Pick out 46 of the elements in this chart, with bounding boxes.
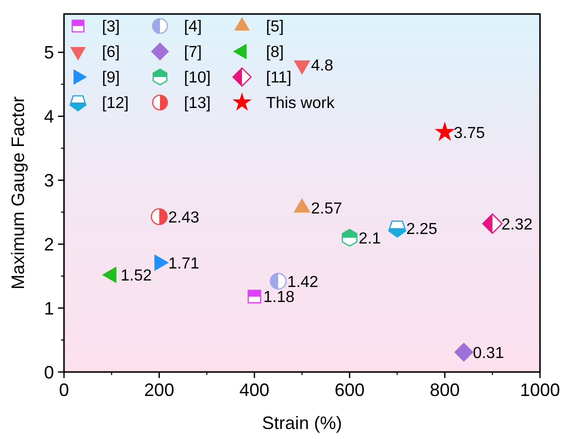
legend-label: [3]: [102, 18, 120, 36]
data-label: 2.1: [358, 230, 381, 248]
point: [248, 290, 262, 304]
point: [150, 208, 168, 226]
legend-label: [8]: [266, 44, 284, 62]
x-tick-label: 200: [144, 380, 174, 400]
x-axis-title: Strain (%): [262, 413, 342, 433]
data-label: 1.52: [120, 267, 152, 284]
legend-label: [10]: [184, 70, 211, 87]
x-tick-label: 400: [239, 380, 270, 400]
point: [342, 228, 358, 247]
data-label: 2.25: [406, 220, 438, 238]
y-axis-title: Maximum Gauge Factor: [8, 96, 28, 290]
y-tick-label: 4: [44, 106, 54, 127]
legend-label: [5]: [266, 18, 284, 36]
legend-label: [12]: [102, 95, 129, 112]
x-tick-label: 0: [58, 380, 70, 400]
data-label: 2.57: [311, 200, 342, 218]
y-tick-label: 2: [44, 234, 54, 254]
x-tick-label: 800: [430, 380, 460, 400]
legend-label: [6]: [102, 44, 120, 62]
x-tick-label: 1000: [520, 380, 560, 400]
data-label: 2.32: [501, 216, 533, 234]
legend-label: [13]: [184, 95, 211, 112]
x-tick-label: 600: [334, 380, 365, 400]
legend-label: [7]: [184, 44, 202, 62]
y-tick-label: 0: [44, 362, 54, 382]
legend-label: [4]: [184, 18, 202, 36]
point: [388, 220, 406, 238]
legend-label: [9]: [102, 70, 120, 87]
data-label: 3.75: [454, 124, 486, 142]
legend-label: [11]: [266, 70, 292, 87]
data-label: 1.18: [263, 289, 295, 306]
data-label: 1.42: [287, 274, 318, 291]
y-tick-label: 1: [44, 298, 54, 318]
point: [270, 272, 287, 290]
legend-label: This work: [266, 95, 336, 112]
y-tick-label: 3: [44, 170, 54, 191]
data-label: 1.71: [168, 255, 200, 272]
data-label: 0.31: [472, 344, 504, 362]
point: [434, 122, 455, 141]
point: [482, 213, 503, 234]
point: [454, 342, 474, 362]
data-label: 2.43: [168, 209, 200, 226]
y-tick-label: 5: [44, 42, 54, 63]
data-label: 4.8: [311, 58, 334, 75]
